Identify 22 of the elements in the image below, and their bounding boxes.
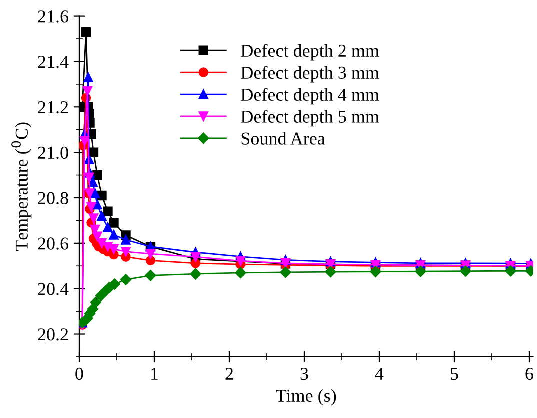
x-tick-label: 6 (526, 368, 534, 380)
y-tick-label: 20.2 (38, 328, 68, 341)
y-tick-label: 20.4 (38, 283, 69, 296)
x-tick-label: 3 (300, 368, 308, 380)
y-tick-label: 20.8 (38, 192, 68, 205)
y-tick-label: 21.0 (38, 146, 68, 160)
legend-label: Sound Area (242, 132, 326, 145)
legend-label: Defect depth 5 mm (241, 110, 380, 127)
x-tick-label: 0 (76, 368, 84, 380)
x-tick-label: 4 (375, 368, 384, 380)
x-tick-label: 5 (451, 368, 458, 380)
legend-label: Defect depth 2 mm (241, 44, 380, 61)
y-tick-label: 20.6 (38, 238, 69, 250)
y-axis-title: Temperature ($^{0}$C) (12, 122, 32, 252)
y-tick-label: 21.6 (38, 10, 69, 23)
y-tick-label: 21.2 (38, 101, 68, 114)
legend-label: Defect depth 4 mm (241, 88, 380, 105)
x-tick-label: 1 (152, 368, 158, 380)
legend-label: Defect depth 3 mm (241, 66, 380, 83)
x-axis-title: Time (s) (276, 389, 336, 406)
y-tick-label: 21.4 (38, 56, 69, 68)
x-tick-label: 2 (226, 368, 233, 380)
